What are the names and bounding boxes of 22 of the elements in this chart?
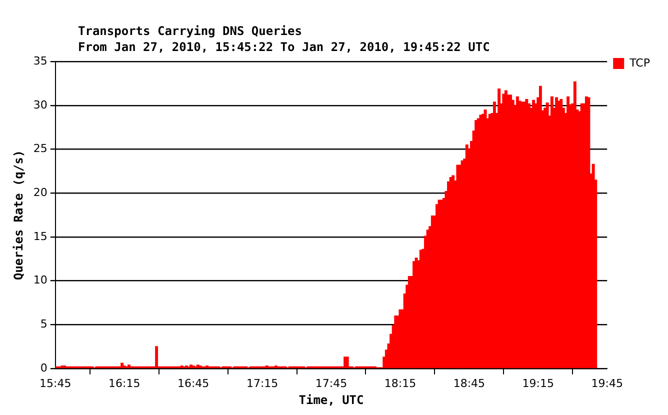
y-tick-label: 5: [40, 317, 48, 330]
y-tick-label: 10: [33, 274, 48, 287]
chart-title: Transports Carrying DNS Queries: [78, 23, 303, 39]
chart-subtitle: From Jan 27, 2010, 15:45:22 To Jan 27, 2010, 19:45:22 UTC: [78, 39, 490, 55]
y-axis-title: Queries Rate (q/s): [11, 150, 26, 280]
y-tick-label: 25: [33, 142, 48, 156]
x-tick-label: 16:15: [108, 376, 140, 390]
y-tick-label: 30: [33, 98, 48, 112]
x-tick-label: 17:45: [315, 376, 348, 390]
x-tick-label: 18:15: [384, 376, 416, 390]
y-tick-label: 15: [33, 230, 48, 243]
x-tick-label: 16:45: [177, 376, 210, 390]
y-tick-label: 35: [33, 54, 48, 68]
legend-label: TCP: [628, 56, 650, 70]
x-tick-label: 19:15: [522, 376, 554, 390]
y-tick-label: 20: [33, 186, 48, 199]
x-tick-label: 18:45: [453, 376, 486, 390]
y-tick-label: 0: [40, 361, 48, 374]
x-axis-title: Time, UTC: [298, 392, 364, 407]
x-tick-label: 19:45: [591, 376, 623, 390]
x-tick-label: 15:45: [40, 376, 72, 390]
x-tick-label: 17:15: [246, 376, 278, 390]
